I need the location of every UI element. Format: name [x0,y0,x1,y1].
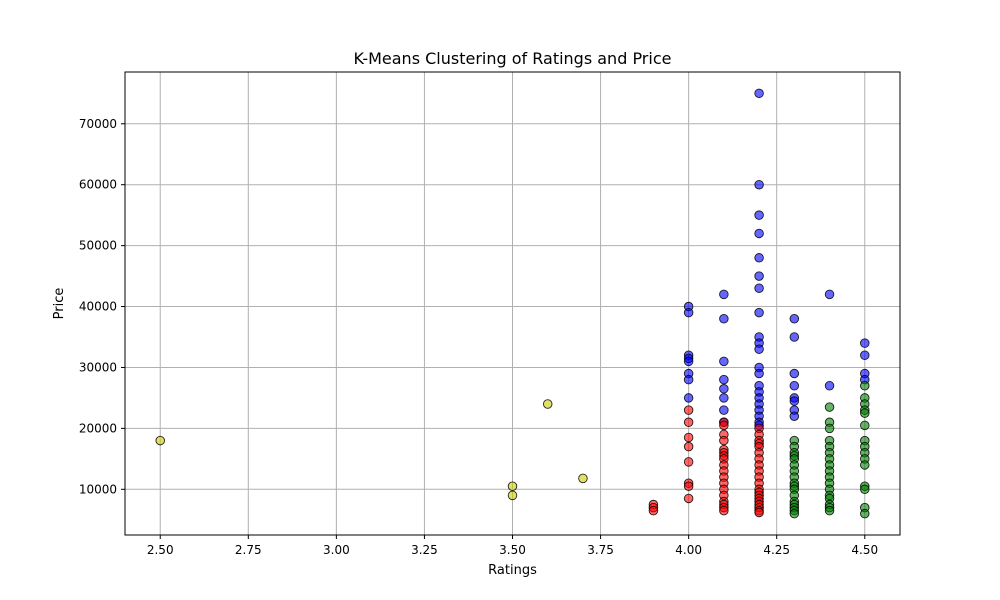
data-point-cluster-3 [578,473,588,484]
data-point-cluster-1 [683,405,694,415]
data-point-cluster-2 [860,408,870,418]
y-tick-label: 60000 [79,178,117,192]
data-point-cluster-0 [789,332,800,342]
data-point-cluster-0 [719,356,729,367]
data-point-cluster-1 [683,457,694,467]
data-point-cluster-0 [683,356,694,367]
y-axis-title: Price [52,288,67,320]
data-point-cluster-0 [789,368,800,379]
data-point-cluster-0 [754,283,764,294]
x-axis-ticks: 2.50 2.75 3.00 3.25 3.50 3.75 4.00 4.25 4.50 [147,535,878,557]
y-tick-label: 20000 [79,421,117,435]
data-point-cluster-0 [683,374,694,385]
x-tick-label: 2.75 [235,543,262,557]
data-point-cluster-3 [507,490,518,501]
data-point-cluster-2 [860,508,870,519]
data-point-cluster-2 [824,505,835,516]
data-point-cluster-1 [683,417,694,428]
data-point-cluster-0 [683,307,694,318]
data-point-cluster-0 [754,253,764,263]
data-point-cluster-1 [719,505,729,516]
data-point-cluster-1 [683,481,694,492]
data-point-cluster-2 [860,420,870,431]
y-tick-label: 10000 [79,482,117,496]
data-point-cluster-0 [789,411,800,421]
data-point-cluster-0 [789,380,800,391]
data-point-cluster-0 [754,228,764,239]
data-point-cluster-0 [754,88,764,99]
data-point-cluster-2 [824,423,835,434]
y-tick-label: 40000 [79,300,117,314]
data-point-cluster-0 [754,271,764,281]
data-point-cluster-0 [754,307,764,318]
data-point-cluster-2 [824,402,835,412]
data-point-cluster-3 [542,399,553,409]
data-point-cluster-1 [719,420,729,431]
grid [125,72,900,535]
data-point-cluster-1 [719,435,729,446]
data-point-cluster-0 [754,179,764,190]
y-axis-ticks: 10000 20000 30000 40000 50000 60000 70000 [79,117,125,496]
data-point-cluster-0 [754,368,764,379]
data-point-cluster-0 [719,405,729,415]
x-tick-label: 4.50 [851,543,878,557]
data-point-cluster-2 [860,380,870,391]
data-point-cluster-1 [683,441,694,452]
data-point-cluster-0 [789,313,800,324]
data-points [155,88,870,519]
data-point-cluster-1 [683,432,694,443]
y-tick-label: 50000 [79,239,117,253]
data-point-cluster-0 [754,344,764,354]
x-tick-label: 4.00 [675,543,702,557]
x-tick-label: 3.25 [411,543,438,557]
x-tick-label: 3.50 [499,543,526,557]
data-point-cluster-3 [507,481,518,492]
data-point-cluster-0 [824,289,835,300]
data-point-cluster-2 [860,484,870,495]
x-axis-title: Ratings [488,563,537,578]
data-point-cluster-0 [683,393,694,403]
data-point-cluster-0 [719,289,729,300]
data-point-cluster-0 [719,384,729,394]
data-point-cluster-1 [683,493,694,504]
data-point-cluster-1 [754,507,764,518]
x-tick-label: 4.25 [763,543,790,557]
data-point-cluster-0 [719,393,729,403]
chart-title: K-Means Clustering of Ratings and Price [354,49,672,68]
data-point-cluster-2 [860,460,870,470]
data-point-cluster-0 [860,338,870,348]
data-point-cluster-3 [155,435,165,446]
x-tick-label: 3.75 [587,543,614,557]
data-point-cluster-0 [824,380,835,391]
data-point-cluster-0 [719,374,729,385]
y-tick-label: 30000 [79,360,117,374]
y-tick-label: 70000 [79,117,117,131]
data-point-cluster-0 [789,396,800,406]
data-point-cluster-0 [754,210,764,220]
x-tick-label: 3.00 [323,543,350,557]
data-point-cluster-0 [860,350,870,361]
data-point-cluster-2 [789,508,800,519]
data-point-cluster-1 [648,505,659,516]
x-tick-label: 2.50 [147,543,174,557]
data-point-cluster-0 [719,313,729,324]
